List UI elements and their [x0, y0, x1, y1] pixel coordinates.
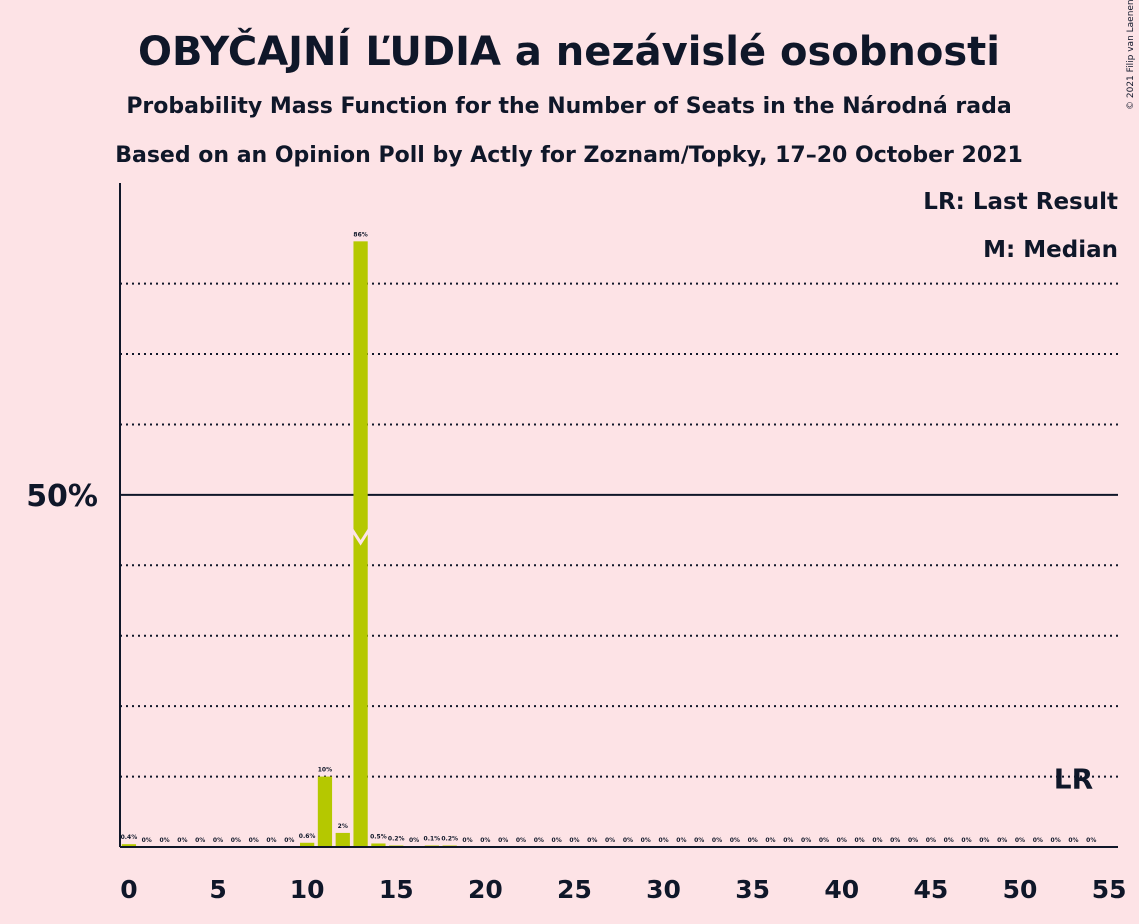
bar-label-30: 0% — [658, 837, 668, 844]
x-tick-label: 10 — [290, 875, 325, 904]
bar-label-23: 0% — [534, 837, 544, 844]
y-tick-label: 50% — [26, 479, 98, 514]
bar-label-7: 0% — [249, 837, 259, 844]
bar-label-13: 86% — [353, 231, 367, 238]
bar-label-48: 0% — [979, 837, 989, 844]
bar-label-53: 0% — [1068, 837, 1078, 844]
bar-10 — [299, 842, 315, 847]
copyright-notice: © 2021 Filip van Laenen — [1126, 0, 1136, 110]
chart-subtitle: Probability Mass Function for the Number… — [126, 94, 1011, 119]
bar-label-10: 0.6% — [299, 833, 316, 840]
bar-label-34: 0% — [730, 837, 740, 844]
bar-label-47: 0% — [961, 837, 971, 844]
legend-last-result: LR: Last Result — [923, 189, 1118, 215]
chart-source-line: Based on an Opinion Poll by Actly for Zo… — [115, 143, 1023, 168]
bar-label-2: 0% — [159, 837, 169, 844]
bar-label-3: 0% — [177, 837, 187, 844]
x-tick-labels: 0 5 10 15 20 25 30 35 40 45 50 55 — [120, 875, 1126, 904]
x-tick-label: 50 — [1003, 875, 1038, 904]
x-tick-label: 25 — [557, 875, 592, 904]
bar-label-36: 0% — [765, 837, 775, 844]
bar-label-8: 0% — [266, 837, 276, 844]
bar-label-16: 0% — [409, 837, 419, 844]
bars — [121, 241, 457, 847]
bar-label-29: 0% — [641, 837, 651, 844]
axes — [119, 183, 1118, 848]
x-tick-label: 55 — [1092, 875, 1127, 904]
bar-label-15: 0.2% — [388, 836, 405, 843]
bar-label-46: 0% — [944, 837, 954, 844]
bar-label-28: 0% — [623, 837, 633, 844]
bar-label-49: 0% — [997, 837, 1007, 844]
bar-label-38: 0% — [801, 837, 811, 844]
x-tick-label: 40 — [824, 875, 859, 904]
bar-label-6: 0% — [231, 837, 241, 844]
grid-lines — [120, 282, 1118, 778]
bar-label-54: 0% — [1086, 837, 1096, 844]
bar-label-19: 0% — [462, 837, 472, 844]
bar-label-45: 0% — [926, 837, 936, 844]
bar-label-41: 0% — [854, 837, 864, 844]
bar-label-50: 0% — [1015, 837, 1025, 844]
bar-label-4: 0% — [195, 837, 205, 844]
bar-label-21: 0% — [498, 837, 508, 844]
bar-label-33: 0% — [712, 837, 722, 844]
x-tick-label: 35 — [735, 875, 770, 904]
bar-label-0: 0.4% — [121, 834, 138, 841]
bar-label-40: 0% — [837, 837, 847, 844]
bar-label-27: 0% — [605, 837, 615, 844]
bar-label-1: 0% — [142, 837, 152, 844]
bar-label-11: 10% — [318, 767, 332, 774]
x-tick-label: 30 — [646, 875, 681, 904]
bar-label-39: 0% — [819, 837, 829, 844]
bar-labels: 0.4% 0% 0% 0% 0% 0% 0% 0% 0% 0%0.6%10%2%86%0.5% 0.… — [121, 231, 1097, 844]
markers: LR — [350, 528, 1093, 796]
bar-14 — [371, 843, 386, 847]
bar-label-26: 0% — [587, 837, 597, 844]
x-tick-label: 45 — [913, 875, 948, 904]
bar-label-20: 0% — [480, 837, 490, 844]
bar-label-25: 0% — [569, 837, 579, 844]
x-tick-label: 0 — [120, 875, 137, 904]
bar-11 — [317, 776, 333, 847]
bar-label-24: 0% — [552, 837, 562, 844]
bar-label-9: 0% — [284, 837, 294, 844]
bar-label-43: 0% — [890, 837, 900, 844]
bar-label-42: 0% — [872, 837, 882, 844]
x-tick-label: 5 — [209, 875, 226, 904]
bar-label-37: 0% — [783, 837, 793, 844]
y-tick-labels: 50% — [26, 479, 98, 514]
x-tick-label: 15 — [379, 875, 414, 904]
bar-label-5: 0% — [213, 837, 223, 844]
bar-label-52: 0% — [1051, 837, 1061, 844]
bar-label-22: 0% — [516, 837, 526, 844]
bar-label-44: 0% — [908, 837, 918, 844]
bar-label-14: 0.5% — [370, 833, 387, 840]
last-result-marker: LR — [1054, 763, 1093, 796]
bar-0 — [121, 844, 137, 847]
bar-label-18: 0.2% — [441, 836, 458, 843]
median-marker — [350, 528, 371, 546]
bar-label-35: 0% — [748, 837, 758, 844]
bar-label-51: 0% — [1033, 837, 1043, 844]
bar-label-12: 2% — [338, 823, 348, 830]
bar-label-32: 0% — [694, 837, 704, 844]
bar-label-17: 0.1% — [424, 836, 441, 843]
chart-title: OBYČAJNÍ ĽUDIA a nezávislé osobnosti — [138, 27, 1000, 75]
bar-label-31: 0% — [676, 837, 686, 844]
bar-12 — [335, 832, 350, 847]
x-tick-label: 20 — [468, 875, 503, 904]
legend-median: M: Median — [983, 237, 1118, 263]
